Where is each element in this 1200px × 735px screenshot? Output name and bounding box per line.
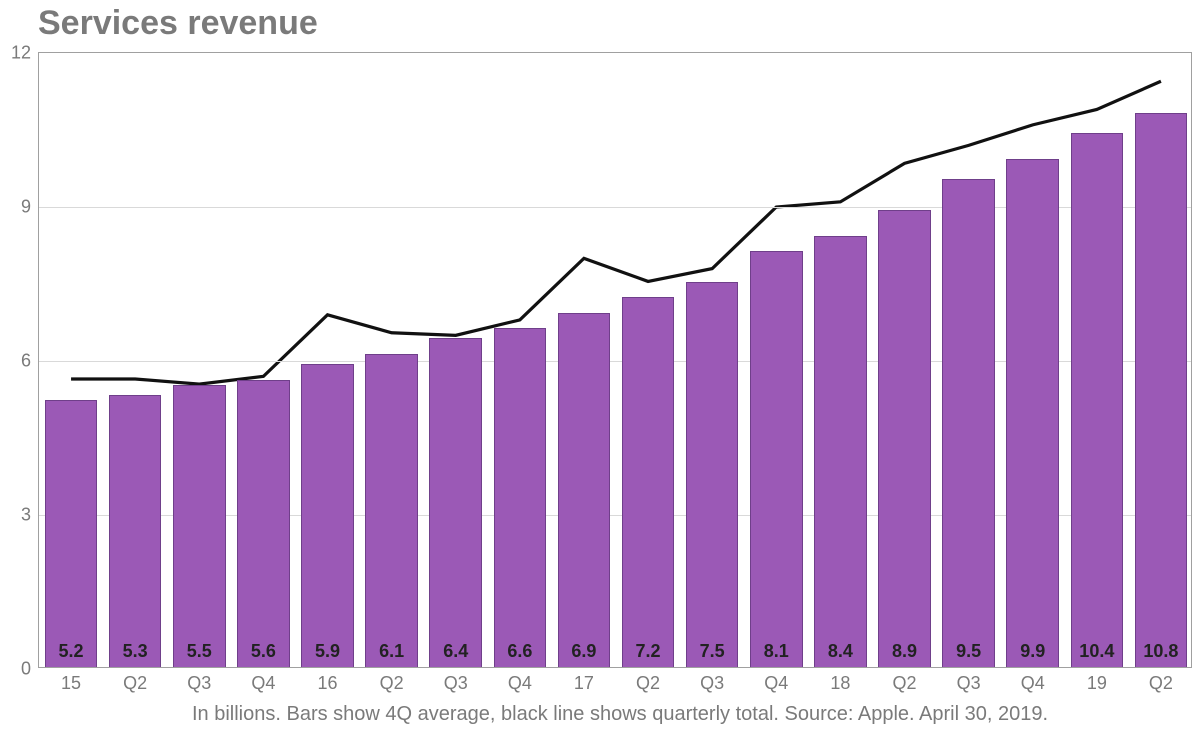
y-tick-label: 6 xyxy=(21,351,39,372)
bar: 8.1 xyxy=(750,251,803,667)
bar-value-label: 5.3 xyxy=(123,641,148,662)
bar: 10.8 xyxy=(1135,113,1188,667)
chart-title: Services revenue xyxy=(38,4,318,43)
bar-value-label: 7.5 xyxy=(700,641,725,662)
bar-value-label: 5.6 xyxy=(251,641,276,662)
bar: 7.2 xyxy=(622,297,675,667)
bar-value-label: 6.1 xyxy=(379,641,404,662)
y-tick-label: 3 xyxy=(21,505,39,526)
x-tick-label: 15 xyxy=(61,667,81,694)
x-tick-label: Q2 xyxy=(1149,667,1173,694)
bar: 6.1 xyxy=(365,354,418,667)
bar-value-label: 8.1 xyxy=(764,641,789,662)
x-tick-label: Q2 xyxy=(380,667,404,694)
bar-value-label: 8.4 xyxy=(828,641,853,662)
x-tick-label: Q4 xyxy=(251,667,275,694)
bar-value-label: 5.9 xyxy=(315,641,340,662)
bar: 5.5 xyxy=(173,385,226,667)
bar: 5.9 xyxy=(301,364,354,667)
x-tick-label: 19 xyxy=(1087,667,1107,694)
x-tick-label: Q4 xyxy=(508,667,532,694)
bar: 7.5 xyxy=(686,282,739,667)
x-tick-label: Q4 xyxy=(764,667,788,694)
y-tick-label: 0 xyxy=(21,659,39,680)
bar-value-label: 7.2 xyxy=(636,641,661,662)
bar: 8.4 xyxy=(814,236,867,667)
x-tick-label: Q2 xyxy=(123,667,147,694)
bar-value-label: 9.9 xyxy=(1020,641,1045,662)
trend-line xyxy=(71,81,1161,384)
bar: 8.9 xyxy=(878,210,931,667)
bar: 6.4 xyxy=(429,338,482,667)
x-tick-label: 16 xyxy=(317,667,337,694)
x-tick-label: Q2 xyxy=(892,667,916,694)
bar: 5.2 xyxy=(45,400,98,667)
bar-value-label: 10.8 xyxy=(1143,641,1178,662)
bar: 6.9 xyxy=(558,313,611,667)
bar: 9.5 xyxy=(942,179,995,667)
bar: 5.6 xyxy=(237,380,290,667)
bar-value-label: 9.5 xyxy=(956,641,981,662)
chart-caption: In billions. Bars show 4Q average, black… xyxy=(120,703,1120,726)
x-tick-label: 17 xyxy=(574,667,594,694)
x-tick-label: Q3 xyxy=(444,667,468,694)
y-tick-label: 9 xyxy=(21,197,39,218)
y-tick-label: 12 xyxy=(11,43,39,64)
x-tick-label: Q4 xyxy=(1021,667,1045,694)
bar-value-label: 5.2 xyxy=(59,641,84,662)
bar-value-label: 10.4 xyxy=(1079,641,1114,662)
bar-value-label: 6.6 xyxy=(507,641,532,662)
plot-area: 0369125.2155.3Q25.5Q35.6Q45.9166.1Q26.4Q… xyxy=(38,52,1192,668)
bar-value-label: 6.4 xyxy=(443,641,468,662)
x-tick-label: Q3 xyxy=(957,667,981,694)
bar: 9.9 xyxy=(1006,159,1059,667)
x-tick-label: Q2 xyxy=(636,667,660,694)
chart-container: Services revenue 0369125.2155.3Q25.5Q35.… xyxy=(0,0,1200,735)
bar: 5.3 xyxy=(109,395,162,667)
bar: 10.4 xyxy=(1071,133,1124,667)
bar-value-label: 5.5 xyxy=(187,641,212,662)
x-tick-label: 18 xyxy=(830,667,850,694)
x-tick-label: Q3 xyxy=(187,667,211,694)
bar-value-label: 8.9 xyxy=(892,641,917,662)
bar: 6.6 xyxy=(494,328,547,667)
bar-value-label: 6.9 xyxy=(571,641,596,662)
x-tick-label: Q3 xyxy=(700,667,724,694)
